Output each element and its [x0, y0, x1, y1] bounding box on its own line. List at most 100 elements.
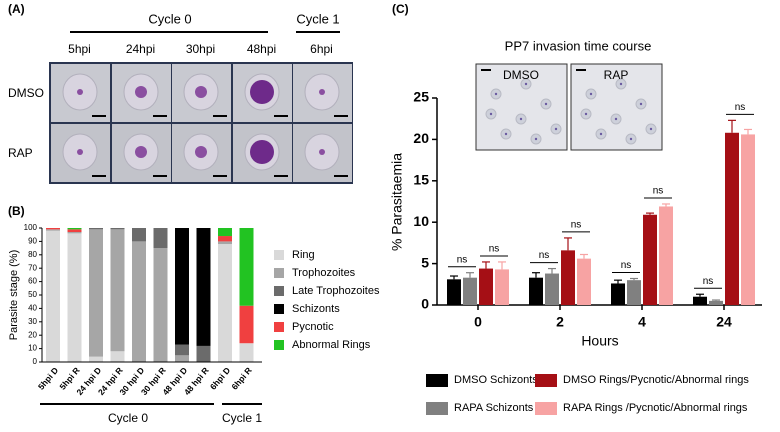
- parasite: [195, 86, 207, 98]
- parasite: [649, 127, 653, 131]
- parasite: [504, 132, 508, 136]
- y-tick-label: 50: [28, 290, 37, 299]
- y-tick-label: 30: [28, 317, 37, 326]
- x-tick-label: 2: [556, 314, 564, 330]
- parasite: [619, 82, 623, 86]
- parasite: [489, 112, 493, 116]
- bar: [611, 283, 625, 305]
- parasite: [534, 137, 538, 141]
- legend-swatch: [426, 374, 448, 387]
- parasite: [519, 117, 523, 121]
- timepoint-label: 30hpi: [186, 42, 215, 56]
- axis-title: % Parasitaemia: [389, 153, 405, 251]
- bar: [659, 206, 673, 305]
- panel-label: (A): [8, 2, 25, 16]
- bar-segment: [175, 228, 189, 345]
- legend-label: RAPA Schizonts: [454, 402, 534, 414]
- axis-title: Hours: [581, 333, 618, 349]
- bar-segment: [153, 248, 168, 362]
- y-tick-label: 20: [413, 130, 429, 146]
- legend-label: Schizonts: [292, 303, 340, 315]
- parasite: [319, 89, 325, 95]
- bar-segment: [196, 345, 211, 362]
- parasite: [524, 82, 528, 86]
- legend-swatch: [274, 304, 284, 314]
- bar-segment: [239, 228, 254, 306]
- bar-segment: [89, 229, 103, 357]
- y-tick-label: 0: [33, 357, 38, 366]
- legend-swatch: [274, 268, 284, 278]
- bar-segment: [89, 356, 103, 362]
- legend-label: Late Trophozoites: [292, 285, 380, 297]
- parasite: [195, 146, 207, 158]
- bar-segment: [46, 230, 60, 362]
- parasite: [250, 140, 274, 164]
- cycle-label: Cycle 1: [296, 11, 339, 26]
- bar: [561, 250, 575, 305]
- bar: [463, 277, 477, 305]
- parasite: [250, 80, 274, 104]
- bar-segment: [196, 228, 211, 346]
- bar: [447, 279, 461, 305]
- significance-label: ns: [457, 254, 468, 265]
- bar-segment: [110, 351, 125, 362]
- significance-label: ns: [703, 276, 714, 287]
- parasite: [544, 102, 548, 106]
- bar-segment: [239, 343, 254, 362]
- timepoint-label: 6hpi: [310, 42, 333, 56]
- bar-segment: [218, 236, 232, 242]
- condition-label: DMSO: [8, 86, 44, 100]
- bar-segment: [89, 228, 103, 230]
- bar-segment: [46, 229, 60, 231]
- parasite: [639, 102, 643, 106]
- x-tick-label: 0: [474, 314, 482, 330]
- bar: [693, 296, 707, 305]
- bar-segment: [175, 355, 189, 362]
- bar-segment: [153, 228, 168, 249]
- cycle-label: Cycle 0: [148, 11, 191, 26]
- x-tick-label: 4: [638, 314, 646, 330]
- bar-segment: [218, 241, 232, 245]
- parasite: [319, 149, 325, 155]
- y-tick-label: 90: [28, 237, 37, 246]
- panel-label: (B): [8, 204, 25, 218]
- axis-title: Parasite stage (%): [8, 250, 20, 340]
- x-tick-label: 6hpi D: [208, 365, 232, 391]
- bar-segment: [110, 229, 125, 352]
- bar: [725, 132, 739, 305]
- significance-label: ns: [735, 102, 746, 113]
- bar: [577, 258, 591, 305]
- inset-image: [570, 63, 663, 151]
- legend-swatch: [274, 250, 284, 260]
- bar-segment: [110, 228, 125, 230]
- legend-swatch: [274, 286, 284, 296]
- x-tick-label: 6hpi R: [229, 365, 253, 391]
- significance-label: ns: [653, 186, 664, 197]
- bar-segment: [67, 233, 82, 362]
- chart-title: PP7 invasion time course: [505, 38, 652, 53]
- y-tick-label: 10: [28, 344, 37, 353]
- legend-swatch: [274, 322, 284, 332]
- timepoint-label: 5hpi: [68, 42, 91, 56]
- bar: [741, 134, 755, 305]
- legend-label: RAPA Rings /Pycnotic/Abnormal rings: [563, 402, 748, 414]
- significance-label: ns: [489, 244, 500, 255]
- legend-label: DMSO Schizonts: [454, 374, 538, 386]
- legend-swatch: [274, 340, 284, 350]
- legend-label: Pycnotic: [292, 321, 334, 333]
- y-tick-label: 5: [421, 254, 429, 270]
- inset-image: [475, 63, 568, 151]
- y-tick-label: 40: [28, 304, 37, 313]
- parasite: [77, 89, 83, 95]
- parasite: [77, 149, 83, 155]
- y-tick-label: 25: [413, 89, 429, 105]
- y-tick-label: 10: [413, 213, 429, 229]
- parasite: [614, 117, 618, 121]
- bar-segment: [67, 229, 82, 233]
- parasite: [554, 127, 558, 131]
- legend-label: Abnormal Rings: [292, 339, 371, 351]
- y-tick-label: 70: [28, 263, 37, 272]
- cycle-label: Cycle 1: [222, 411, 262, 425]
- y-tick-label: 60: [28, 277, 37, 286]
